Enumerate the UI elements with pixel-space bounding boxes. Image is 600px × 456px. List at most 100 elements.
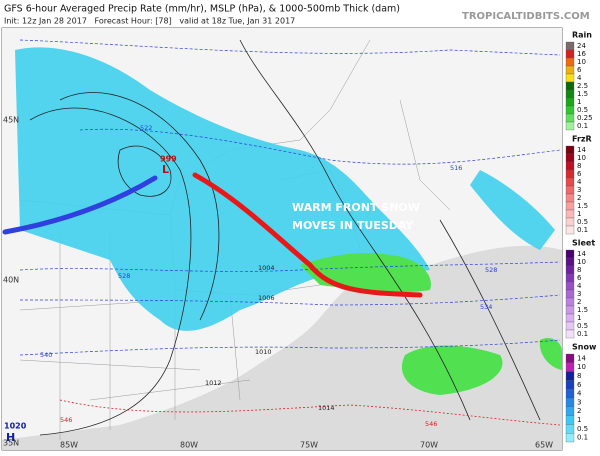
- legend-swatch: [565, 406, 575, 416]
- subtitle: Init: 12z Jan 28 2017 Forecast Hour: [78…: [4, 17, 295, 26]
- legend-swatch: [565, 81, 575, 91]
- high-pressure: 1020: [4, 422, 27, 431]
- legend-swatch: [565, 362, 575, 372]
- legend-title: Snow: [572, 343, 597, 352]
- contour-label: 1004: [258, 264, 275, 272]
- legend-swatch: [565, 161, 575, 171]
- isobars: [29, 39, 541, 436]
- legend-swatch: [565, 273, 575, 283]
- legend-label: 10: [577, 363, 586, 371]
- legend-swatch: [565, 371, 575, 381]
- legend-label: 2.5: [577, 82, 588, 90]
- legend-label: 14: [577, 354, 586, 362]
- legend-swatch: [565, 397, 575, 407]
- contour-label: 1006: [258, 294, 275, 302]
- legend-swatch: [565, 89, 575, 99]
- contour-label: 546: [425, 420, 437, 428]
- legend-swatch: [565, 353, 575, 363]
- lon-label: 65W: [535, 441, 553, 450]
- legend-swatch: [565, 185, 575, 195]
- annotation: WARM FRONT SNOW: [292, 201, 420, 214]
- legend-label: 2: [577, 298, 581, 306]
- lon-label: 85W: [60, 441, 78, 450]
- legend-swatch: [565, 113, 575, 123]
- legend-swatch: [565, 193, 575, 203]
- legend-label: 3: [577, 290, 581, 298]
- legend-label: 10: [577, 258, 586, 266]
- legend-label: 0.1: [577, 226, 588, 234]
- legend-label: 10: [577, 58, 586, 66]
- legend-label: 1.5: [577, 90, 588, 98]
- legend-swatch: [565, 121, 575, 131]
- contour-label: 546: [60, 416, 72, 424]
- legend-label: 4: [577, 390, 582, 398]
- legend-swatch: [565, 289, 575, 299]
- legend-swatch: [565, 169, 575, 179]
- thickness-lines: [19, 39, 561, 356]
- contour-label: 540: [40, 351, 52, 359]
- legend-label: 8: [577, 266, 581, 274]
- legend-label: 2: [577, 407, 581, 415]
- legend-label: 8: [577, 162, 581, 170]
- legend-swatch: [565, 41, 575, 51]
- legend-label: 4: [577, 178, 582, 186]
- legend-swatch: [565, 265, 575, 275]
- legend-swatch: [565, 73, 575, 83]
- legend-label: 0.1: [577, 330, 588, 338]
- legend-swatch: [565, 225, 575, 235]
- legend-swatch: [565, 209, 575, 219]
- legend-swatch: [565, 201, 575, 211]
- legend-swatch: [565, 105, 575, 115]
- low-pressure: 999: [160, 155, 177, 164]
- legend-swatch: [565, 380, 575, 390]
- legend-swatch: [565, 305, 575, 315]
- legend: Rain241610642.51.510.50.250.1FrzR1410864…: [565, 31, 597, 443]
- legend-swatch: [565, 424, 575, 434]
- legend-swatch: [565, 415, 575, 425]
- legend-label: 8: [577, 372, 581, 380]
- legend-label: 14: [577, 250, 586, 258]
- high-symbol: H: [6, 431, 15, 444]
- legend-swatch: [565, 65, 575, 75]
- legend-swatch: [565, 249, 575, 259]
- contour-label: 1012: [205, 379, 222, 387]
- lon-label: 80W: [180, 441, 198, 450]
- legend-swatch: [565, 433, 575, 443]
- legend-label: 0.1: [577, 434, 588, 442]
- snow-area: [470, 170, 555, 250]
- legend-swatch: [565, 153, 575, 163]
- legend-label: 1.5: [577, 202, 588, 210]
- legend-swatch: [565, 57, 575, 67]
- map-area: 522 516 528 534 540 546 546 528 1006 100…: [1, 27, 563, 451]
- legend-label: 4: [577, 74, 582, 82]
- legend-swatch: [565, 329, 575, 339]
- legend-label: 6: [577, 274, 582, 282]
- lat-label: 40N: [3, 276, 19, 285]
- legend-label: 3: [577, 398, 581, 406]
- legend-label: 6: [577, 381, 582, 389]
- contour-label: 528: [485, 266, 497, 274]
- legend-swatch: [565, 321, 575, 331]
- cold-front: [2, 175, 158, 235]
- lon-label: 75W: [300, 441, 318, 450]
- low-symbol: L: [162, 163, 169, 176]
- rain-area: [401, 345, 503, 395]
- legend-label: 0.5: [577, 425, 588, 433]
- title: GFS 6-hour Averaged Precip Rate (mm/hr),…: [4, 4, 400, 15]
- legend-label: 6: [577, 66, 582, 74]
- ocean: [2, 245, 562, 450]
- legend-swatch: [565, 257, 575, 267]
- legend-label: 1: [577, 98, 581, 106]
- legend-swatch: [565, 389, 575, 399]
- legend-swatch: [565, 297, 575, 307]
- legend-label: 4: [577, 282, 582, 290]
- legend-label: 0.5: [577, 106, 588, 114]
- legend-swatch: [565, 281, 575, 291]
- contour-label: 522: [140, 124, 152, 132]
- legend-label: 0.25: [577, 114, 593, 122]
- contour-labels: 522 516 528 534 540 546 546 528 1006 100…: [40, 124, 497, 428]
- legend-label: 16: [577, 50, 586, 58]
- legend-label: 14: [577, 146, 586, 154]
